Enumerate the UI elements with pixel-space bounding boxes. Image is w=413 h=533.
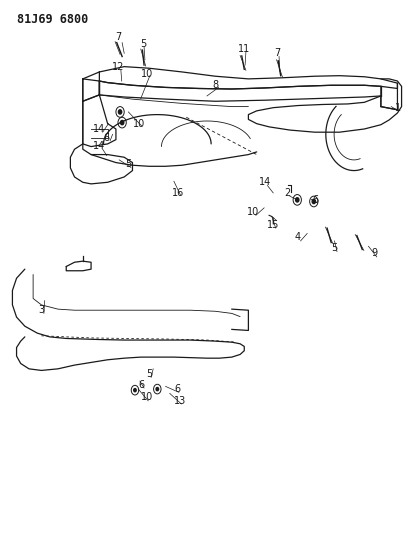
Text: 6: 6 (174, 384, 180, 394)
Circle shape (311, 199, 315, 204)
Text: 14: 14 (93, 141, 105, 151)
Text: 15: 15 (266, 220, 279, 230)
Text: 12: 12 (112, 62, 124, 71)
Text: 8: 8 (212, 80, 218, 90)
Text: 2: 2 (284, 188, 290, 198)
Text: 5: 5 (125, 159, 131, 169)
Text: 10: 10 (247, 207, 259, 217)
Text: 14: 14 (93, 124, 105, 134)
Circle shape (120, 120, 123, 125)
Text: 11: 11 (237, 44, 250, 54)
Text: 6: 6 (312, 195, 318, 205)
Text: 16: 16 (171, 188, 184, 198)
Text: 5: 5 (139, 39, 146, 49)
Text: 4: 4 (294, 232, 300, 242)
Text: 81J69 6800: 81J69 6800 (17, 13, 88, 26)
Text: 10: 10 (140, 392, 153, 402)
Text: 7: 7 (273, 49, 280, 58)
Text: 14: 14 (258, 177, 271, 187)
Text: 9: 9 (371, 248, 377, 258)
Text: 7: 7 (114, 33, 121, 42)
Circle shape (133, 389, 136, 392)
Text: 6: 6 (104, 133, 109, 142)
Text: 10: 10 (132, 119, 145, 128)
Text: 6: 6 (138, 380, 144, 390)
Text: 13: 13 (173, 396, 186, 406)
Text: 10: 10 (140, 69, 153, 78)
Circle shape (118, 110, 121, 114)
Text: 1: 1 (394, 103, 400, 112)
Text: 5: 5 (330, 243, 337, 253)
Circle shape (295, 198, 298, 202)
Circle shape (156, 387, 158, 391)
Text: 5: 5 (145, 369, 152, 379)
Text: 3: 3 (38, 305, 44, 315)
